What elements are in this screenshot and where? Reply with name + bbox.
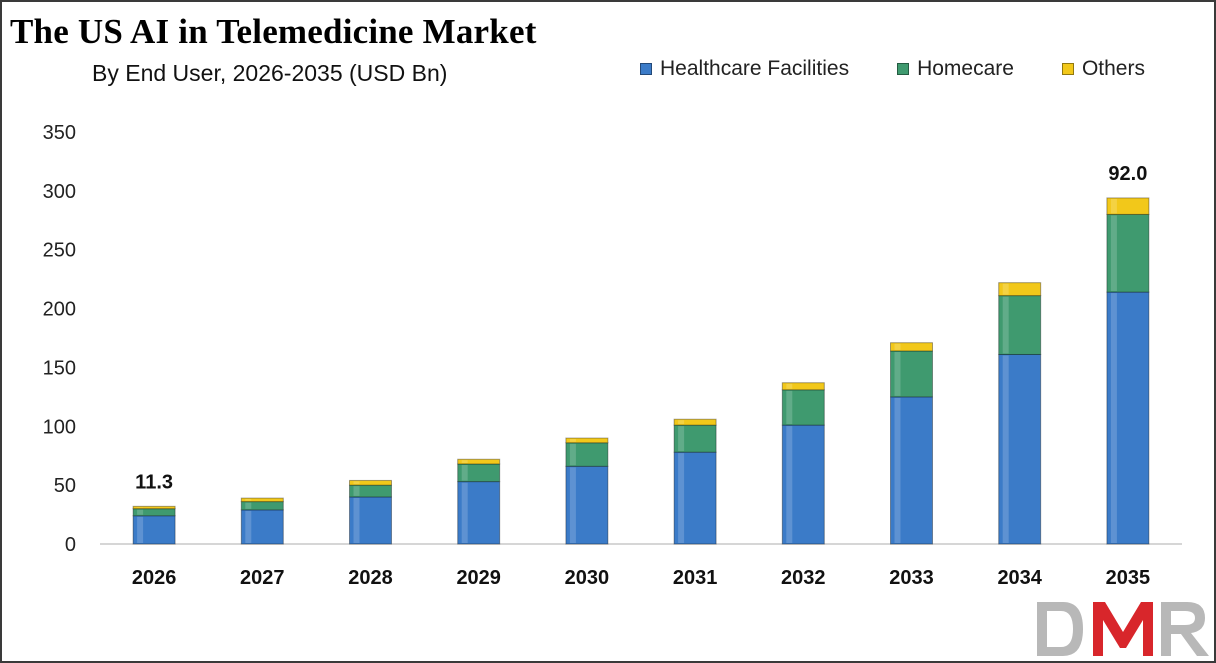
- legend-swatch-others: [1061, 63, 1074, 75]
- bar-highlight: [1002, 355, 1009, 543]
- bar-segment-homecare: [1106, 213, 1150, 293]
- bar-highlight: [678, 453, 685, 543]
- y-tick-label: 200: [43, 299, 76, 321]
- legend-label-healthcare-facilities: Healthcare Facilities: [660, 57, 850, 80]
- bar-highlight: [353, 497, 360, 543]
- bar-highlight: [245, 502, 252, 509]
- bar-highlight: [1002, 296, 1009, 354]
- legend-label-others: Others: [1081, 57, 1145, 80]
- x-tick-label: 2028: [348, 567, 393, 589]
- bar-segment-homecare: [781, 389, 825, 426]
- bar-segment-others: [998, 282, 1042, 297]
- bar-highlight: [786, 390, 793, 425]
- bar-highlight: [137, 509, 144, 515]
- bar-highlight: [894, 397, 901, 543]
- bar-highlight: [461, 482, 468, 543]
- bar-highlight: [678, 420, 685, 425]
- bar-segment-others: [349, 479, 392, 486]
- bar-segment-others: [781, 382, 825, 391]
- bar-segment-homecare: [565, 442, 609, 467]
- bar-highlight: [894, 343, 901, 350]
- y-tick-label: 0: [65, 534, 76, 556]
- bar-segment-others: [457, 458, 501, 465]
- bar-highlight: [461, 464, 468, 481]
- bar-segment-healthcare-facilities: [890, 396, 933, 545]
- bar-highlight: [353, 486, 360, 496]
- y-tick-label: 350: [43, 122, 76, 144]
- bar-highlight: [1002, 283, 1009, 295]
- y-tick-label: 50: [54, 475, 76, 497]
- bar-segment-healthcare-facilities: [565, 465, 609, 545]
- bar-highlight: [1110, 198, 1117, 214]
- x-tick-label: 2026: [132, 567, 177, 589]
- legend-label-homecare: Homecare: [917, 57, 1014, 80]
- bar-segment-others: [1106, 197, 1150, 215]
- x-tick-label: 2030: [565, 567, 610, 589]
- bar-highlight: [678, 426, 685, 452]
- x-tick-label: 2029: [456, 567, 501, 589]
- bar-highlight: [569, 467, 576, 543]
- y-tick-label: 150: [43, 357, 76, 379]
- bar-segment-healthcare-facilities: [998, 353, 1042, 545]
- data-label: 92.0: [1108, 163, 1147, 185]
- chart-subtitle: By End User, 2026-2035 (USD Bn): [92, 60, 448, 86]
- legend-item-others: Others: [1061, 57, 1145, 81]
- bar-highlight: [1110, 293, 1117, 543]
- bar-highlight: [353, 481, 360, 485]
- x-tick-label: 2027: [240, 567, 285, 589]
- bar-segment-others: [890, 342, 933, 352]
- y-tick-label: 300: [43, 181, 76, 203]
- legend-swatch-homecare: [897, 63, 910, 75]
- chart-legend: Healthcare Facilities Homecare Others: [640, 57, 1145, 81]
- legend-swatch-healthcare-facilities: [640, 63, 652, 75]
- x-tick-label: 2034: [997, 567, 1042, 589]
- x-tick-label: 2033: [889, 567, 934, 589]
- bar-highlight: [786, 383, 793, 389]
- bar-segment-healthcare-facilities: [1106, 291, 1150, 545]
- data-label: 11.3: [135, 471, 173, 493]
- bar-highlight: [786, 426, 793, 543]
- bar-highlight: [245, 510, 252, 543]
- bar-segment-others: [565, 437, 609, 444]
- x-tick-label: 2035: [1106, 567, 1151, 589]
- bar-segment-others: [240, 497, 284, 503]
- x-tick-label: 2031: [673, 567, 718, 589]
- dmr-logo: [1037, 602, 1209, 656]
- bar-highlight: [569, 439, 576, 442]
- bar-highlight: [245, 499, 252, 501]
- bar-segment-healthcare-facilities: [132, 515, 176, 545]
- y-tick-label: 250: [43, 240, 76, 262]
- bar-segment-homecare: [890, 350, 933, 398]
- bar-segment-others: [673, 418, 717, 426]
- bar-highlight: [569, 443, 576, 466]
- bar-segment-healthcare-facilities: [781, 424, 825, 545]
- x-tick-label: 2032: [781, 567, 826, 589]
- y-tick-label: 100: [43, 416, 76, 438]
- bar-highlight: [894, 351, 901, 396]
- bar-segment-homecare: [998, 295, 1042, 355]
- bar-segment-healthcare-facilities: [240, 509, 284, 545]
- bar-highlight: [461, 460, 468, 463]
- legend-item-healthcare-facilities: Healthcare Facilities: [640, 57, 849, 81]
- bar-highlight: [137, 516, 144, 543]
- legend-item-homecare: Homecare: [897, 57, 1014, 81]
- chart-title: The US AI in Telemedicine Market: [10, 12, 537, 51]
- bar-segment-others: [132, 505, 176, 510]
- bar-highlight: [1110, 215, 1117, 292]
